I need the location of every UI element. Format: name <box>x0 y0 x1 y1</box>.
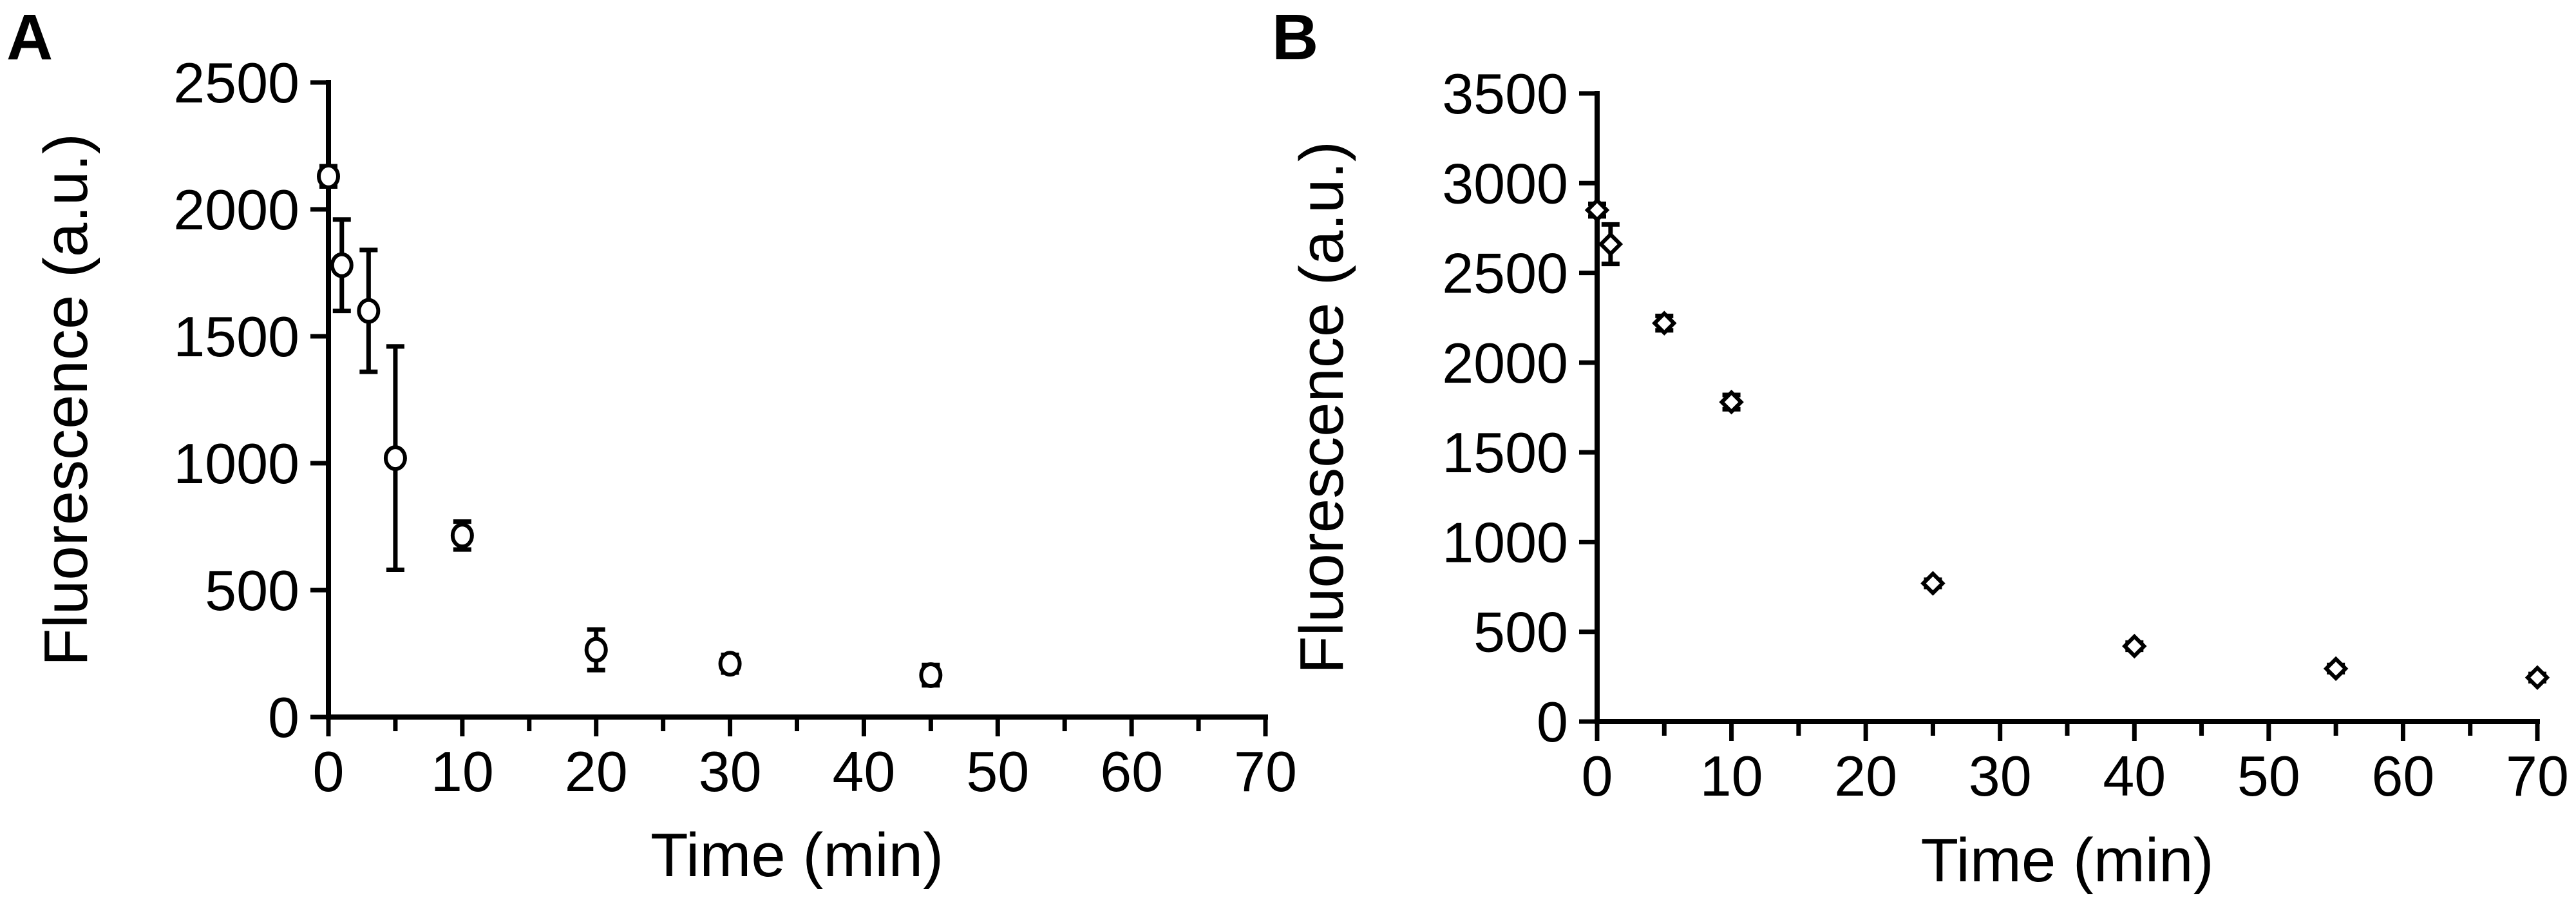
panel-b: B 0 500 1000 1500 2000 2500 3000 3500 0 10 20 30 40 50… <box>1272 1 2569 895</box>
x-tick-label: 10 <box>431 740 494 803</box>
panel-label: A <box>6 1 53 73</box>
data-point-diamond <box>1584 197 1610 223</box>
y-tick-label: 2500 <box>173 51 299 115</box>
data-point-diamond <box>1652 311 1677 336</box>
y-tick-label: 0 <box>268 685 299 749</box>
data-point-circle <box>919 662 943 688</box>
x-tick-label: 10 <box>1700 744 1763 808</box>
x-tick-label: 0 <box>313 740 345 803</box>
data-point-diamond <box>2323 656 2349 682</box>
y-axis-title: Fluorescence (a.u.) <box>32 133 100 666</box>
x-tick-label: 60 <box>1100 740 1163 803</box>
x-tick-label: 20 <box>565 740 628 803</box>
y-tick-label: 2500 <box>1442 242 1568 305</box>
data-point-circle <box>317 163 340 189</box>
y-tick-label: 500 <box>205 559 299 622</box>
x-tick-label: 40 <box>2103 744 2166 808</box>
panel-a: A 0 500 1000 1500 2000 2500 0 10 20 30 40 50 60 70 Time… <box>6 1 1297 890</box>
y-tick-label: 3000 <box>1442 151 1568 215</box>
data-point-diamond <box>1719 389 1744 415</box>
data-point-circle <box>383 445 407 472</box>
x-tick-label: 30 <box>699 740 762 803</box>
x-tick-label: 60 <box>2371 744 2434 808</box>
y-tick-label: 2000 <box>173 178 299 242</box>
y-tick-label: 0 <box>1537 690 1568 754</box>
panel-label: B <box>1272 1 1318 73</box>
x-tick-label: 70 <box>1234 740 1297 803</box>
x-axis-title: Time (min) <box>1920 826 2213 895</box>
y-tick-label: 1500 <box>173 305 299 369</box>
y-tick-label: 2000 <box>1442 331 1568 395</box>
x-tick-label: 20 <box>1834 744 1897 808</box>
y-tick-label: 1000 <box>1442 510 1568 574</box>
x-tick-label: 0 <box>1582 744 1613 808</box>
y-tick-label: 1500 <box>1442 421 1568 484</box>
data-point-diamond <box>1920 571 1946 596</box>
y-tick-label: 500 <box>1473 600 1568 664</box>
x-tick-label: 50 <box>966 740 1029 803</box>
data-point-circle <box>330 252 354 278</box>
data-point-circle <box>718 651 742 677</box>
x-tick-label: 40 <box>832 740 895 803</box>
x-tick-label: 70 <box>2506 744 2569 808</box>
data-point-diamond <box>2122 633 2147 659</box>
x-tick-label: 30 <box>1969 744 2032 808</box>
data-point-circle <box>357 298 381 324</box>
x-tick-label: 50 <box>2237 744 2300 808</box>
data-point-diamond <box>2524 665 2550 690</box>
data-point-circle <box>584 637 608 663</box>
y-tick-label: 3500 <box>1442 62 1568 126</box>
x-axis-title: Time (min) <box>650 821 943 890</box>
data-point-diamond <box>1598 231 1624 257</box>
y-tick-label: 1000 <box>173 432 299 495</box>
y-axis-title: Fluorescence (a.u.) <box>1287 141 1356 674</box>
data-point-circle <box>450 522 474 549</box>
